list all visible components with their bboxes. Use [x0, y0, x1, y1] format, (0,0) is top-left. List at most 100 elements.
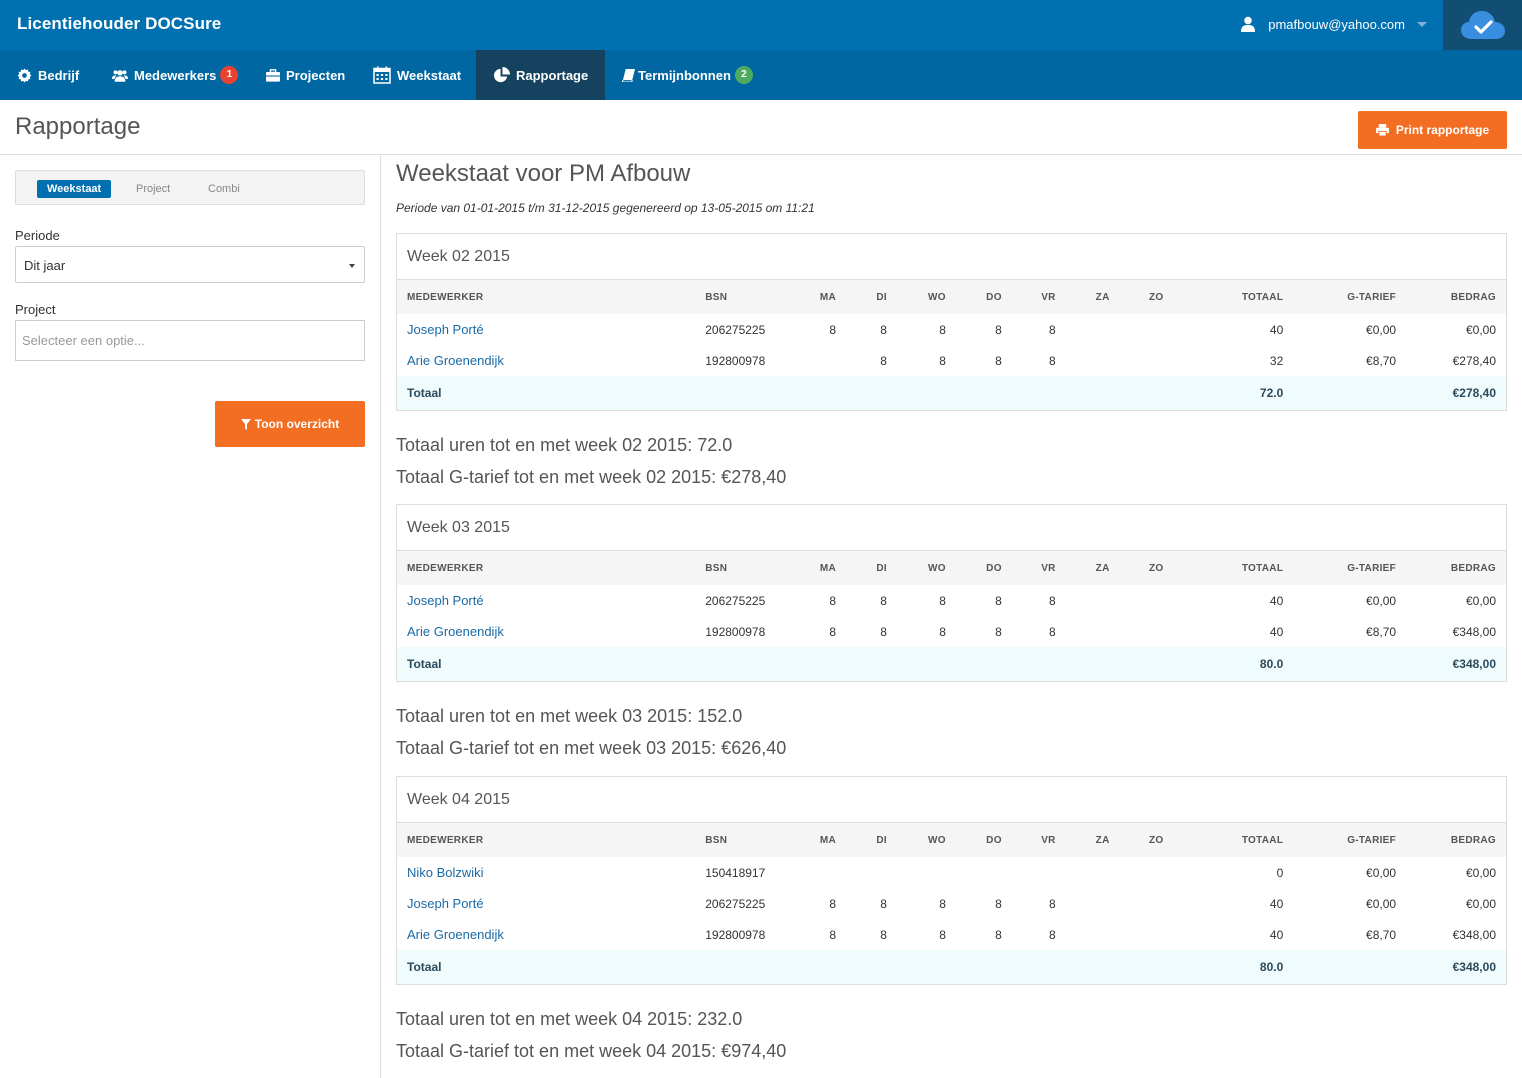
do-cell: 8 [995, 593, 1002, 608]
col-zo[interactable]: ZO [1119, 823, 1174, 857]
cloud-check-button[interactable] [1443, 0, 1522, 50]
col-totaal[interactable]: TOTAAL [1173, 823, 1294, 857]
col-za[interactable]: ZA [1065, 280, 1120, 314]
employee-link[interactable]: Arie Groenendijk [407, 624, 504, 639]
col-g-tarief[interactable]: G-TARIEF [1293, 551, 1407, 585]
employee-link[interactable]: Joseph Porté [407, 322, 484, 337]
col-medewerker[interactable]: MEDEWERKER [397, 280, 696, 314]
col-za[interactable]: ZA [1065, 823, 1120, 857]
project-select-input[interactable] [15, 320, 365, 361]
cumulative-tarief: Totaal G-tarief tot en met week 02 2015:… [396, 467, 787, 487]
nav-termijnbonnen[interactable]: Termijnbonnen 2 [607, 50, 768, 100]
do-cell [956, 857, 1012, 888]
zo-cell [1120, 616, 1174, 647]
col-bedrag[interactable]: BEDRAG [1406, 823, 1506, 857]
za-cell [1066, 919, 1120, 950]
col-zo[interactable]: ZO [1119, 551, 1174, 585]
table-total-row: Totaal 80.0 €348,00 [397, 647, 1506, 681]
col-wo[interactable]: WO [896, 280, 956, 314]
total-label: Totaal [397, 647, 696, 681]
nav-label: Termijnbonnen [638, 67, 731, 83]
periode-select[interactable]: Dit jaar [15, 246, 365, 283]
bsn-cell: 150418917 [705, 865, 766, 880]
col-bsn[interactable]: BSN [695, 551, 802, 585]
week-title: Week 03 2015 [397, 505, 1506, 551]
wo-cell [897, 857, 956, 888]
do-cell: 8 [995, 624, 1002, 639]
tab-weekstaat[interactable]: Weekstaat [37, 180, 112, 198]
di-cell: 8 [880, 624, 887, 639]
col-bsn[interactable]: BSN [695, 823, 802, 857]
nav-rapportage[interactable]: Rapportage [476, 50, 605, 100]
col-ma[interactable]: MA [801, 280, 847, 314]
user-menu[interactable]: pmafbouw@yahoo.com [1241, 16, 1427, 32]
za-cell [1066, 314, 1120, 345]
col-g-tarief[interactable]: G-TARIEF [1293, 823, 1407, 857]
periode-label: Periode [15, 228, 60, 243]
week-panel: Week 03 2015 MEDEWERKER BSN MA DI WO DO … [396, 504, 1507, 682]
bsn-cell: 206275225 [705, 896, 766, 911]
col-medewerker[interactable]: MEDEWERKER [397, 823, 696, 857]
employee-link[interactable]: Joseph Porté [407, 896, 484, 911]
col-wo[interactable]: WO [896, 823, 956, 857]
col-do[interactable]: DO [955, 280, 1012, 314]
bedrag-cell: €348,00 [1452, 624, 1496, 639]
tab-project[interactable]: Project [136, 183, 171, 195]
col-do[interactable]: DO [955, 551, 1012, 585]
col-g-tarief[interactable]: G-TARIEF [1293, 280, 1407, 314]
report-type-tabs: Weekstaat Project Combi [15, 170, 365, 205]
col-bsn[interactable]: BSN [695, 280, 802, 314]
vr-cell: 8 [1049, 593, 1056, 608]
col-totaal[interactable]: TOTAAL [1173, 551, 1294, 585]
tarief-cell: €8,70 [1366, 624, 1397, 639]
col-wo[interactable]: WO [896, 551, 956, 585]
nav-medewerkers[interactable]: Medewerkers 1 [97, 50, 253, 100]
show-overview-button[interactable]: Toon overzicht [215, 401, 365, 447]
table-header-row: MEDEWERKER BSN MA DI WO DO VR ZA ZO TOTA… [397, 551, 1506, 585]
nav-bedrijf[interactable]: Bedrijf [2, 50, 94, 100]
col-totaal[interactable]: TOTAAL [1173, 280, 1294, 314]
tab-combi[interactable]: Combi [208, 183, 240, 195]
col-ma[interactable]: MA [801, 823, 847, 857]
col-medewerker[interactable]: MEDEWERKER [397, 551, 696, 585]
nav-weekstaat[interactable]: Weekstaat [358, 50, 476, 100]
employee-link[interactable]: Niko Bolzwiki [407, 865, 484, 880]
nav-projecten[interactable]: Projecten [251, 50, 360, 100]
col-di[interactable]: DI [846, 280, 897, 314]
cumulative-tarief: Totaal G-tarief tot en met week 03 2015:… [396, 738, 787, 758]
col-zo[interactable]: ZO [1119, 280, 1174, 314]
users-icon [112, 69, 128, 82]
col-za[interactable]: ZA [1065, 551, 1120, 585]
ma-cell [801, 857, 846, 888]
col-di[interactable]: DI [846, 551, 897, 585]
employee-link[interactable]: Joseph Porté [407, 593, 484, 608]
brand-title[interactable]: Licentiehouder DOCSure [17, 14, 222, 33]
wo-cell: 8 [939, 927, 946, 942]
user-email: pmafbouw@yahoo.com [1268, 16, 1405, 32]
zo-cell [1120, 345, 1174, 376]
nav-label: Medewerkers [134, 67, 217, 83]
col-vr[interactable]: VR [1011, 551, 1066, 585]
col-vr[interactable]: VR [1011, 280, 1066, 314]
za-cell [1066, 888, 1120, 919]
total-label: Totaal [397, 950, 696, 984]
bedrag-cell: €0,00 [1465, 593, 1496, 608]
za-cell [1066, 585, 1120, 616]
col-di[interactable]: DI [846, 823, 897, 857]
employee-link[interactable]: Arie Groenendijk [407, 353, 504, 368]
ma-cell: 8 [829, 624, 837, 639]
zo-cell [1120, 888, 1174, 919]
col-vr[interactable]: VR [1011, 823, 1066, 857]
bsn-cell: 206275225 [705, 322, 766, 337]
col-do[interactable]: DO [955, 823, 1012, 857]
zo-cell [1120, 585, 1174, 616]
print-report-button[interactable]: Print rapportage [1358, 111, 1507, 149]
col-bedrag[interactable]: BEDRAG [1406, 280, 1506, 314]
employee-link[interactable]: Arie Groenendijk [407, 927, 504, 942]
table-header-row: MEDEWERKER BSN MA DI WO DO VR ZA ZO TOTA… [397, 280, 1506, 314]
col-ma[interactable]: MA [801, 551, 847, 585]
ma-cell: 8 [829, 322, 837, 337]
book-icon [622, 68, 635, 82]
ma-cell: 8 [829, 593, 837, 608]
col-bedrag[interactable]: BEDRAG [1406, 551, 1506, 585]
